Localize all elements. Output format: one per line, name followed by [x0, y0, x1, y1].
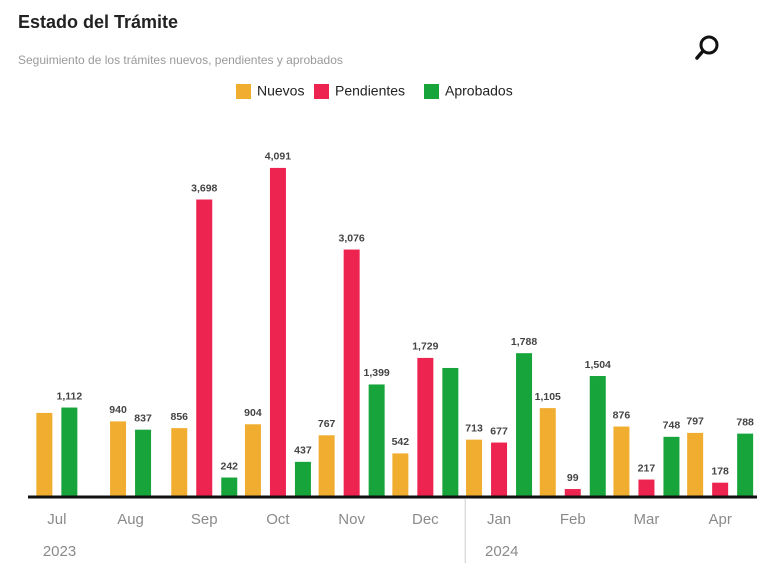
bar — [491, 442, 508, 497]
bar — [638, 479, 655, 497]
x-tick-label: Mar — [634, 511, 660, 528]
value-label: 1,729 — [412, 341, 438, 353]
value-label: 876 — [613, 409, 631, 421]
bar — [36, 412, 53, 497]
bar — [221, 477, 238, 497]
value-label: 542 — [392, 436, 410, 448]
value-label: 1,105 — [535, 391, 561, 403]
value-label: 1,399 — [364, 367, 390, 379]
value-label: 797 — [686, 416, 704, 428]
bar — [318, 435, 335, 497]
value-label: 217 — [638, 462, 656, 474]
chart-title: Estado del Trámite — [18, 12, 178, 32]
value-label: 4,091 — [265, 151, 291, 163]
x-tick-label: Jul — [47, 511, 66, 528]
legend-label: Pendientes — [335, 83, 405, 99]
legend-swatch — [236, 84, 251, 99]
value-label: 767 — [318, 418, 336, 430]
bar — [663, 436, 680, 497]
x-tick-label: Dec — [412, 511, 439, 528]
legend-label: Nuevos — [257, 83, 304, 99]
legend-swatch — [424, 84, 439, 99]
value-label: 856 — [170, 411, 188, 423]
bar — [171, 428, 188, 497]
bar — [368, 384, 385, 497]
search-handle[interactable] — [695, 49, 705, 60]
x-tick-label: Aug — [117, 511, 144, 528]
bar — [564, 489, 581, 497]
bar — [61, 407, 78, 497]
bar — [737, 433, 754, 497]
value-label: 1,788 — [511, 336, 537, 348]
search-lens[interactable] — [699, 35, 719, 55]
value-label: 1,504 — [585, 359, 611, 371]
search-icon[interactable] — [695, 35, 719, 60]
x-tick-label: Sep — [191, 511, 218, 528]
bar — [466, 439, 483, 497]
legend-label: Aprobados — [445, 83, 513, 99]
bar — [135, 429, 152, 497]
bar — [392, 453, 409, 497]
value-label: 3,076 — [339, 232, 365, 244]
value-label: 437 — [294, 445, 312, 457]
bar — [539, 408, 556, 497]
bar — [269, 167, 286, 497]
value-label: 748 — [663, 420, 681, 432]
value-label: 788 — [736, 416, 754, 428]
x-tick-label: Feb — [560, 511, 586, 528]
value-label: 99 — [567, 472, 579, 484]
x-tick-label: Oct — [266, 511, 290, 528]
bar — [196, 199, 213, 497]
value-label: 904 — [244, 407, 262, 419]
x-tick-label: Apr — [708, 511, 731, 528]
value-label: 242 — [220, 460, 238, 472]
legend-swatch — [314, 84, 329, 99]
value-label: 178 — [711, 465, 729, 477]
x-tick-label: Nov — [338, 511, 365, 528]
bar — [244, 424, 261, 497]
bar — [343, 249, 360, 497]
bar — [417, 357, 434, 497]
bar — [442, 367, 459, 497]
chart-subtitle: Seguimiento de los trámites nuevos, pend… — [18, 53, 343, 67]
value-label: 837 — [134, 412, 152, 424]
bar — [516, 353, 533, 497]
bar — [712, 482, 729, 497]
bar — [294, 461, 311, 497]
year-label: 2023 — [43, 543, 76, 560]
value-label: 940 — [109, 404, 127, 416]
bar — [687, 432, 704, 497]
value-label: 677 — [490, 425, 508, 437]
bar — [110, 421, 127, 497]
x-tick-label: Jan — [487, 511, 511, 528]
value-label: 1,112 — [56, 390, 82, 402]
year-label: 2024 — [485, 543, 518, 560]
value-label: 3,698 — [191, 182, 217, 194]
bar — [589, 376, 606, 497]
bar — [613, 426, 630, 497]
value-label: 713 — [465, 422, 483, 434]
